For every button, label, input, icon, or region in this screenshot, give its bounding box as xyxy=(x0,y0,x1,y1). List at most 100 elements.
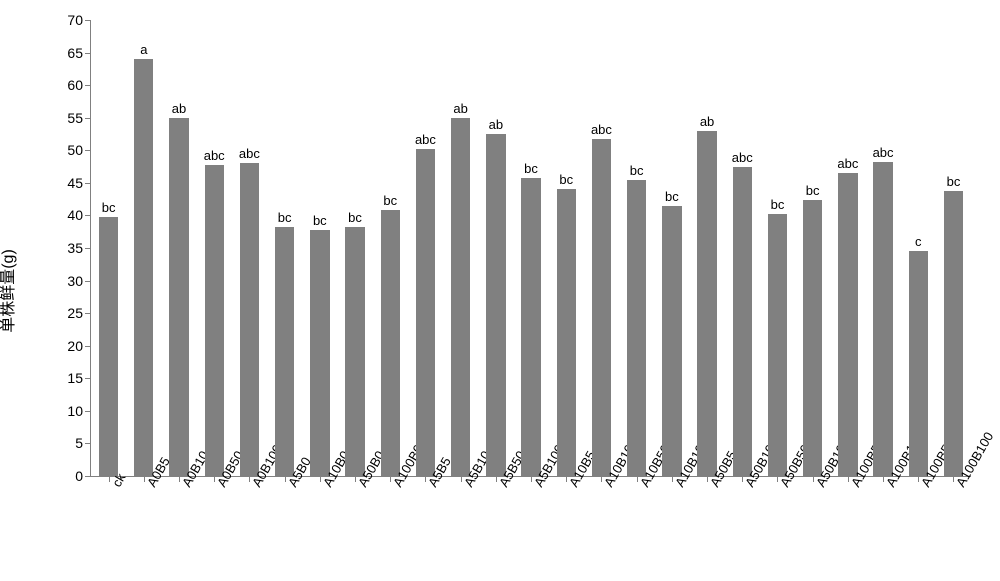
bar-slot: bcA50B0 xyxy=(337,210,372,476)
bar-annotation: bc xyxy=(313,213,327,228)
bar xyxy=(169,118,188,476)
bar xyxy=(662,206,681,476)
y-tick xyxy=(85,20,91,21)
y-tick-label: 30 xyxy=(45,273,83,289)
bar-annotation: bc xyxy=(947,174,961,189)
y-tick xyxy=(85,118,91,119)
y-tick xyxy=(85,443,91,444)
bar-annotation: bc xyxy=(278,210,292,225)
bar-annotation: bc xyxy=(102,200,116,215)
bar-slot: bcA10B50 xyxy=(619,163,654,476)
bars-group: bcckaA0B5abA0B10abcA0B50abcA0B100bcA5B0b… xyxy=(91,20,971,476)
bar xyxy=(627,180,646,476)
bar-slot: abcA100B10 xyxy=(865,145,900,476)
bar xyxy=(310,230,329,476)
bar-annotation: bc xyxy=(559,172,573,187)
y-tick-label: 40 xyxy=(45,207,83,223)
bar-annotation: bc xyxy=(630,163,644,178)
bar-annotation: ab xyxy=(700,114,714,129)
bar-slot: bcA10B100 xyxy=(654,189,689,476)
bar xyxy=(909,251,928,476)
bar-slot: abcA0B50 xyxy=(197,148,232,476)
bar-slot: bcA50B100 xyxy=(795,183,830,476)
bar xyxy=(275,227,294,476)
y-tick xyxy=(85,215,91,216)
bar-annotation: c xyxy=(915,234,922,249)
y-tick xyxy=(85,476,91,477)
y-tick-label: 35 xyxy=(45,240,83,256)
y-tick-label: 20 xyxy=(45,338,83,354)
bar-annotation: abc xyxy=(837,156,858,171)
bar xyxy=(486,134,505,476)
bar-slot: aA0B5 xyxy=(126,42,161,476)
bar-annotation: bc xyxy=(665,189,679,204)
bar-annotation: abc xyxy=(204,148,225,163)
bar-annotation: bc xyxy=(524,161,538,176)
bar-annotation: abc xyxy=(873,145,894,160)
bar xyxy=(557,189,576,476)
bar xyxy=(944,191,963,476)
chart-container: 单株鲜量(g) bcckaA0B5abA0B10abcA0B50abcA0B10… xyxy=(0,0,1000,581)
bar-annotation: abc xyxy=(591,122,612,137)
bar-annotation: abc xyxy=(732,150,753,165)
bar-slot: cA100B50 xyxy=(901,234,936,476)
y-tick xyxy=(85,183,91,184)
bar xyxy=(521,178,540,476)
bar-annotation: ab xyxy=(489,117,503,132)
bar-annotation: bc xyxy=(383,193,397,208)
bar xyxy=(592,139,611,476)
bar-annotation: ab xyxy=(453,101,467,116)
bar xyxy=(768,214,787,476)
bar-slot: abcA50B10 xyxy=(725,150,760,476)
bar-annotation: bc xyxy=(771,197,785,212)
bar-slot: abcA5B5 xyxy=(408,132,443,476)
y-tick xyxy=(85,411,91,412)
plot-area: bcckaA0B5abA0B10abcA0B50abcA0B100bcA5B0b… xyxy=(90,20,971,477)
bar xyxy=(205,165,224,476)
bar xyxy=(803,200,822,476)
bar-slot: abcA10B10 xyxy=(584,122,619,476)
bar xyxy=(99,217,118,476)
y-tick-label: 50 xyxy=(45,142,83,158)
y-tick-label: 25 xyxy=(45,305,83,321)
bar-slot: bcA5B100 xyxy=(513,161,548,476)
bar-slot: bcA5B0 xyxy=(267,210,302,476)
y-tick-label: 70 xyxy=(45,12,83,28)
y-tick xyxy=(85,150,91,151)
bar-slot: abA5B50 xyxy=(478,117,513,476)
y-tick xyxy=(85,313,91,314)
bar-annotation: bc xyxy=(806,183,820,198)
bar xyxy=(451,118,470,476)
y-tick-label: 10 xyxy=(45,403,83,419)
bar-annotation: bc xyxy=(348,210,362,225)
y-tick-label: 45 xyxy=(45,175,83,191)
bar-slot: abcA0B100 xyxy=(232,146,267,476)
y-tick xyxy=(85,248,91,249)
y-tick-label: 55 xyxy=(45,110,83,126)
bar-slot: abA50B5 xyxy=(689,114,724,476)
y-tick xyxy=(85,53,91,54)
bar xyxy=(381,210,400,476)
bar-slot: bcck xyxy=(91,200,126,476)
bar-slot: bcA100B100 xyxy=(936,174,971,476)
y-tick xyxy=(85,281,91,282)
bar-slot: abcA100B5 xyxy=(830,156,865,476)
y-tick xyxy=(85,346,91,347)
bar-slot: abA5B10 xyxy=(443,101,478,476)
bar xyxy=(416,149,435,476)
bar-annotation: a xyxy=(140,42,147,57)
y-tick-label: 5 xyxy=(45,435,83,451)
bar-annotation: ab xyxy=(172,101,186,116)
bar xyxy=(134,59,153,476)
bar xyxy=(873,162,892,476)
bar xyxy=(345,227,364,476)
y-tick xyxy=(85,85,91,86)
bar xyxy=(240,163,259,476)
y-axis-label: 单株鲜量(g) xyxy=(0,249,18,333)
y-tick-label: 15 xyxy=(45,370,83,386)
bar xyxy=(733,167,752,476)
y-tick-label: 0 xyxy=(45,468,83,484)
bar xyxy=(838,173,857,476)
y-tick-label: 65 xyxy=(45,45,83,61)
y-tick-label: 60 xyxy=(45,77,83,93)
